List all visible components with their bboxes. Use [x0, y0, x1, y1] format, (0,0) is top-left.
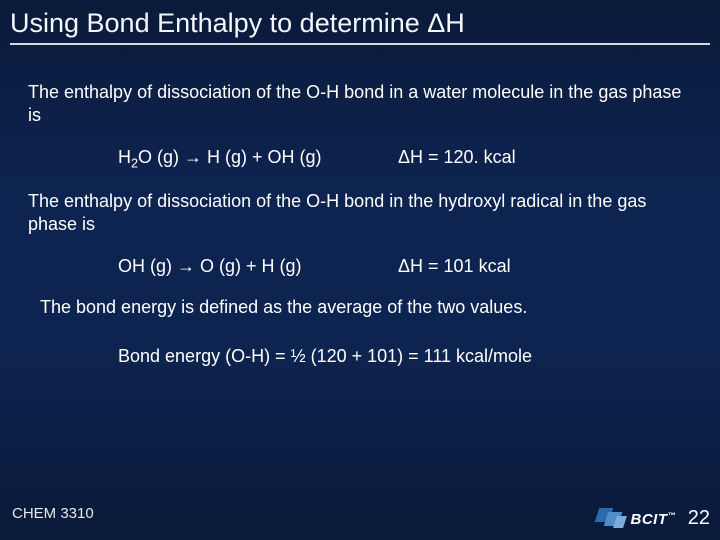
footer-logo: BCIT™: [597, 508, 677, 530]
equation-1-dh: ΔH = 120. kcal: [398, 146, 516, 172]
equation-1: H2O (g) → H (g) + OH (g) ΔH = 120. kcal: [28, 146, 692, 172]
logo-text: BCIT™: [631, 511, 677, 528]
bond-energy-line: Bond energy (O-H) = ½ (120 + 101) = 111 …: [28, 345, 692, 368]
summary-text: The bond energy is defined as the averag…: [28, 296, 692, 319]
paragraph-1: The enthalpy of dissociation of the O-H …: [28, 81, 692, 128]
slide-body: The enthalpy of dissociation of the O-H …: [0, 51, 720, 369]
equation-2-dh: ΔH = 101 kcal: [398, 255, 511, 278]
slide-title: Using Bond Enthalpy to determine ΔH: [10, 8, 710, 39]
equation-2: OH (g) → O (g) + H (g) ΔH = 101 kcal: [28, 255, 692, 278]
footer-course: CHEM 3310: [12, 505, 94, 522]
eq1-subscript: 2: [131, 156, 138, 170]
page-number: 22: [688, 507, 710, 530]
eq1-prefix: H: [118, 147, 131, 167]
paragraph-2: The enthalpy of dissociation of the O-H …: [28, 190, 692, 237]
equation-2-reaction: OH (g) → O (g) + H (g): [118, 255, 398, 278]
slide: Using Bond Enthalpy to determine ΔH The …: [0, 0, 720, 540]
logo-mark-icon: [597, 508, 627, 530]
title-underline: [10, 43, 710, 45]
logo-tm: ™: [668, 511, 677, 520]
eq1-suffix: O (g) → H (g) + OH (g): [138, 147, 322, 167]
title-block: Using Bond Enthalpy to determine ΔH: [0, 0, 720, 51]
equation-1-reaction: H2O (g) → H (g) + OH (g): [118, 146, 398, 172]
logo-text-inner: BCIT: [631, 511, 668, 528]
